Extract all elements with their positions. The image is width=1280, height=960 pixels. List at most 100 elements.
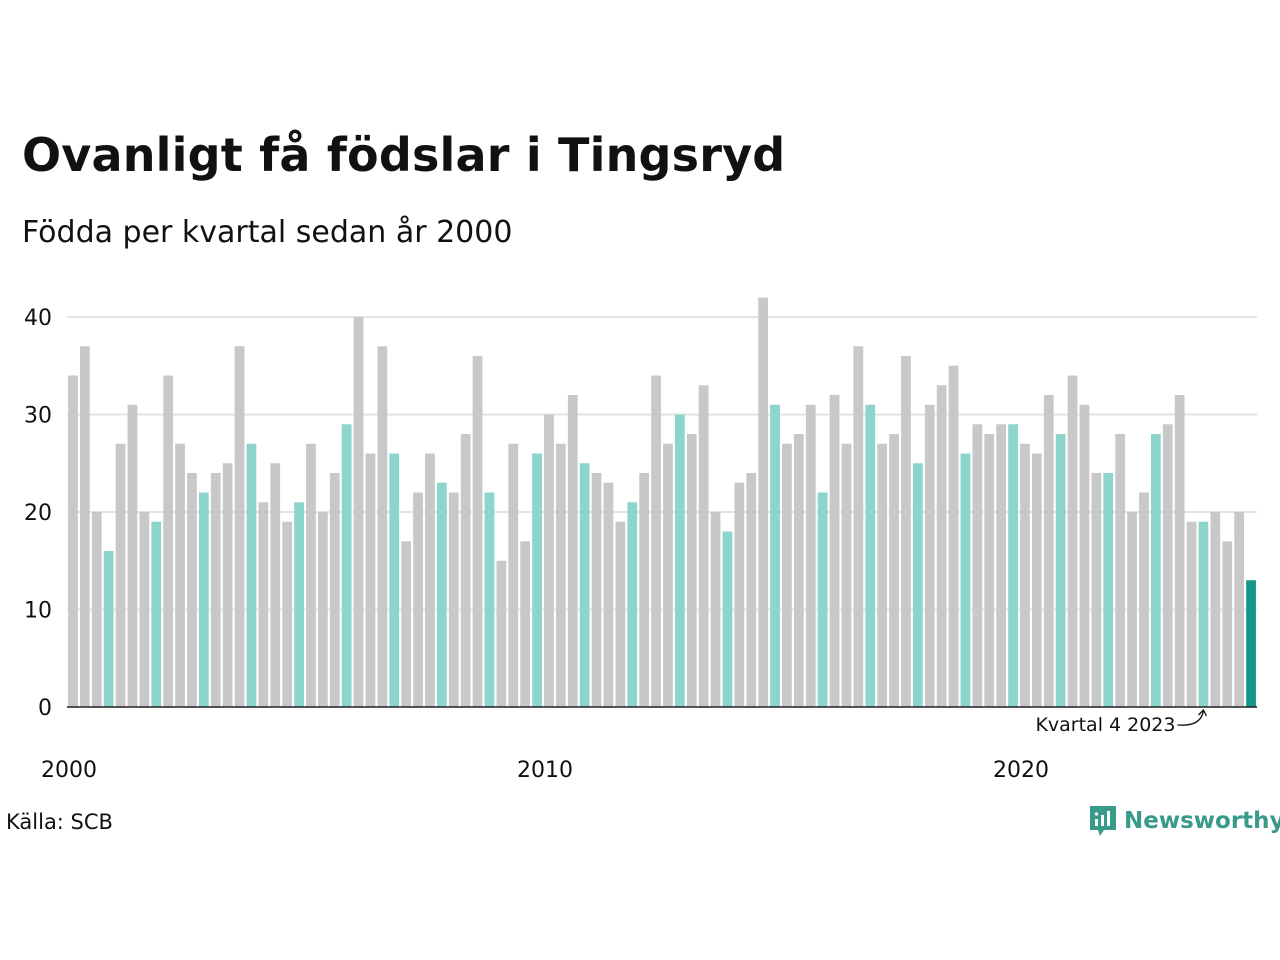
bar <box>948 365 959 707</box>
bar <box>115 443 126 707</box>
bar <box>353 317 364 707</box>
bar <box>877 443 888 707</box>
brand-logo: Newsworthy <box>1088 804 1280 838</box>
bar <box>793 434 804 707</box>
bar <box>198 492 209 707</box>
annotation-label: Kvartal 4 2023 <box>1035 714 1175 736</box>
x-tick-label: 2000 <box>41 758 97 783</box>
bar <box>698 385 709 707</box>
y-axis-ticks: 0 10 20 30 40 <box>24 306 52 721</box>
y-tick-label: 40 <box>24 306 52 331</box>
bar <box>984 434 995 707</box>
bar <box>1091 473 1102 707</box>
bar <box>746 473 757 707</box>
bar <box>1162 424 1173 707</box>
bar <box>960 453 971 707</box>
x-axis-ticks: 2000 2010 2020 <box>41 758 1049 783</box>
bar <box>972 424 983 707</box>
bar <box>258 502 269 707</box>
bar <box>1067 375 1078 707</box>
bar <box>520 541 531 707</box>
bar <box>603 482 614 707</box>
bar <box>686 434 697 707</box>
bar <box>1079 404 1090 707</box>
bar <box>591 473 602 707</box>
bar <box>282 521 293 707</box>
bar <box>996 424 1007 707</box>
bar <box>936 385 947 707</box>
bar <box>829 395 840 707</box>
bar <box>1103 473 1114 707</box>
bar <box>1031 453 1042 707</box>
bar <box>555 443 566 707</box>
bar <box>1150 434 1161 707</box>
bar <box>413 492 423 707</box>
annotation-arrow <box>1177 708 1208 726</box>
bar <box>234 346 245 707</box>
bar <box>270 463 281 707</box>
bar <box>532 453 542 707</box>
bar <box>1127 512 1137 707</box>
chart-subtitle: Födda per kvartal sedan år 2000 <box>22 215 513 250</box>
bar <box>710 512 721 707</box>
bars <box>68 297 1256 707</box>
bar <box>163 375 174 707</box>
bar <box>151 521 162 707</box>
bar <box>401 541 412 707</box>
bar <box>627 502 638 707</box>
bar <box>484 492 495 707</box>
bar <box>722 531 733 707</box>
bar <box>544 414 554 707</box>
bar <box>127 404 138 707</box>
y-tick-label: 20 <box>24 501 52 526</box>
bar <box>175 443 185 707</box>
bar <box>341 424 352 707</box>
bar <box>1198 521 1209 707</box>
bar <box>79 346 90 707</box>
source-note: Källa: SCB <box>6 810 113 834</box>
bar <box>1210 512 1221 707</box>
bar <box>317 512 328 707</box>
bar <box>436 482 447 707</box>
y-tick-label: 10 <box>24 599 52 624</box>
annotation: Kvartal 4 2023 <box>1035 708 1208 736</box>
bar <box>782 443 792 707</box>
bar <box>579 463 590 707</box>
bar <box>615 521 626 707</box>
bar <box>306 443 316 707</box>
bar <box>139 512 150 707</box>
bar <box>1234 512 1245 707</box>
bar <box>758 297 769 707</box>
bar <box>187 473 197 707</box>
bar <box>294 502 304 707</box>
bar <box>68 375 78 707</box>
bar <box>329 473 340 707</box>
bar <box>1008 424 1018 707</box>
x-tick-label: 2020 <box>993 758 1049 783</box>
bar <box>865 404 876 707</box>
x-tick-label: 2010 <box>517 758 573 783</box>
bar <box>460 434 471 707</box>
bar <box>651 375 661 707</box>
bar <box>365 453 376 707</box>
chart-title: Ovanligt få födslar i Tingsryd <box>22 128 786 182</box>
bar <box>770 404 780 707</box>
bar <box>841 443 852 707</box>
bar <box>448 492 459 707</box>
bar <box>222 463 233 707</box>
bar <box>805 404 816 707</box>
bar <box>1020 443 1030 707</box>
bar <box>246 443 257 707</box>
bar <box>663 443 673 707</box>
bar <box>1139 492 1149 707</box>
bar <box>508 443 519 707</box>
bar <box>912 463 923 707</box>
bar <box>1115 434 1126 707</box>
bar <box>210 473 221 707</box>
bar <box>1222 541 1233 707</box>
bar <box>91 512 102 707</box>
bar <box>901 356 911 707</box>
bar <box>472 356 483 707</box>
y-tick-label: 0 <box>38 696 52 721</box>
bar <box>567 395 578 707</box>
